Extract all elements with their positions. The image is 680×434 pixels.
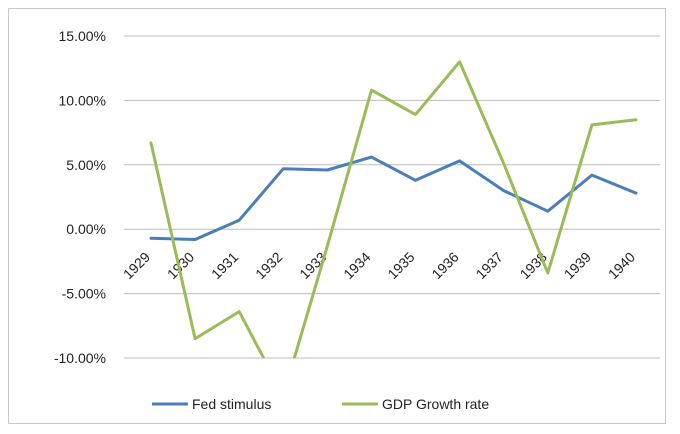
x-axis-ticks: 1929 1930 1931 1932 1933 1934 1935 1936 1937 1938… [120,249,638,282]
x-tick-label: 1939 [561,249,594,282]
legend-label: GDP Growth rate [382,396,489,412]
x-tick-label: 1937 [473,249,506,282]
y-axis-ticks: 15.00% 10.00% 5.00% 0.00% -5.00% -10.00% [54,28,106,366]
y-tick-label: -10.00% [54,350,106,366]
gridlines [124,35,660,359]
series-line-gdp-growth-rate [149,60,638,358]
x-tick-label: 1931 [208,249,241,282]
y-tick-label: 0.00% [66,221,106,237]
x-tick-label: 1935 [384,249,417,282]
y-tick-label: 10.00% [59,92,106,108]
y-tick-label: -5.00% [62,286,106,302]
x-tick-label: 1936 [428,249,461,282]
x-tick-label: 1934 [340,249,373,282]
series-lines [149,60,638,358]
x-tick-label: 1929 [120,249,153,282]
series-line-fed-stimulus [149,155,638,241]
x-tick-label: 1940 [605,249,638,282]
x-tick-label: 1932 [252,249,285,282]
legend-label: Fed stimulus [192,396,271,412]
y-tick-label: 5.00% [66,157,106,173]
y-tick-label: 15.00% [59,28,106,44]
legend: Fed stimulus GDP Growth rate [152,396,489,412]
